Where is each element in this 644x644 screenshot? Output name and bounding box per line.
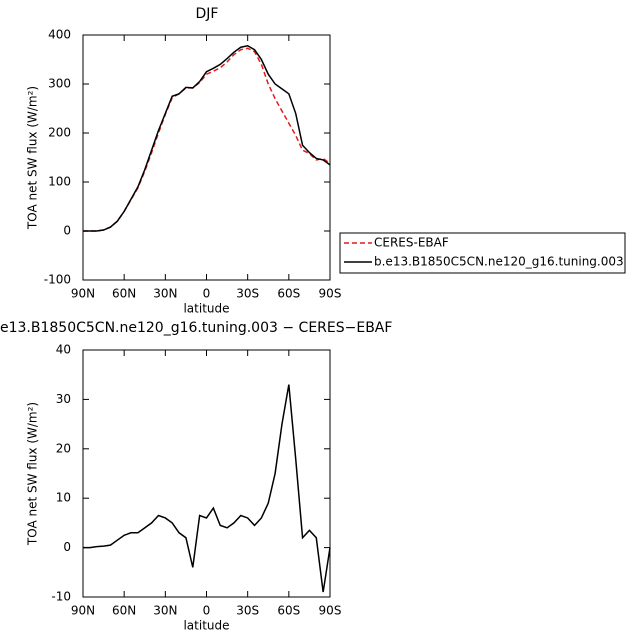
y-axis-label: TOA net SW flux (W/m²) [26,402,40,546]
y-tick-label: 10 [56,491,71,505]
x-tick-label: 90S [319,604,342,618]
y-tick-label: -100 [44,273,71,287]
x-axis-label: latitude [183,619,229,633]
x-tick-label: 60S [277,604,300,618]
y-axis-label: TOA net SW flux (W/m²) [26,86,40,230]
y-tick-label: 0 [63,540,71,554]
x-tick-label: 0 [203,287,211,301]
y-tick-label: 300 [48,77,71,91]
y-tick-label: 200 [48,126,71,140]
x-tick-label: 0 [203,604,211,618]
x-tick-label: 90N [71,287,95,301]
chart-title: e13.B1850C5CN.ne120_g16.tuning.003 − CER… [0,320,392,336]
data-line [83,47,331,232]
y-tick-label: 400 [48,28,71,42]
plot-frame [82,349,331,598]
x-tick-label: 30N [153,287,177,301]
y-tick-label: -10 [51,590,71,604]
x-tick-label: 30N [153,604,177,618]
x-tick-label: 30S [236,287,259,301]
chart-title: DJF [196,6,219,22]
x-tick-label: 60S [277,287,300,301]
y-tick-label: 0 [63,224,71,238]
x-tick-label: 90S [319,287,342,301]
data-line [83,384,331,593]
data-line [83,44,331,232]
x-tick-label: 60N [112,287,136,301]
x-tick-label: 90N [71,604,95,618]
y-tick-label: 40 [56,343,71,357]
legend-box [339,232,626,274]
x-tick-label: 30S [236,604,259,618]
legend-label: CERES-EBAF [374,236,449,250]
x-tick-label: 60N [112,604,136,618]
y-tick-label: 100 [48,175,71,189]
legend-label: b.e13.B1850C5CN.ne120_g16.tuning.003 [374,255,624,269]
y-tick-label: 30 [56,392,71,406]
x-axis-label: latitude [183,302,229,316]
y-tick-label: 20 [56,441,71,455]
